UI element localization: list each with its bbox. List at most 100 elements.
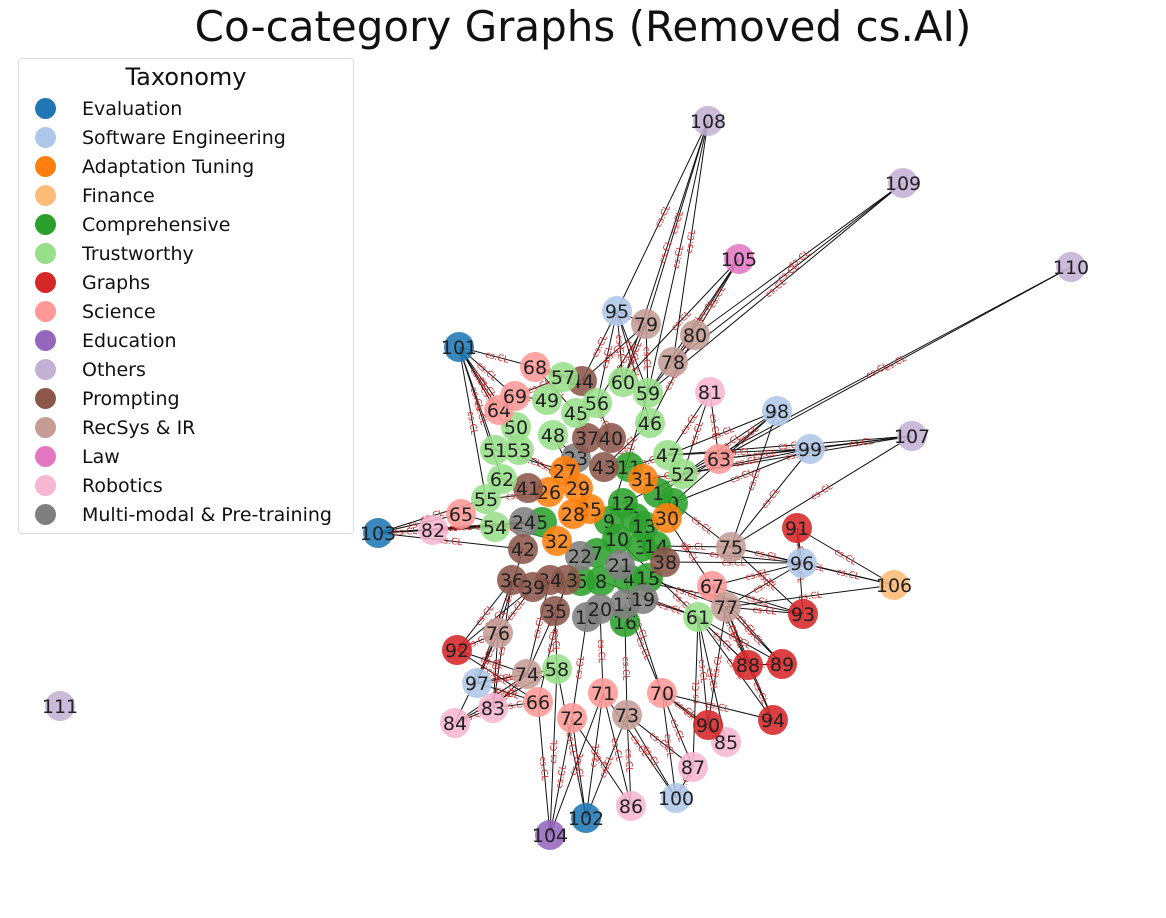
node-label: 20 bbox=[588, 599, 612, 621]
node-label: 38 bbox=[653, 552, 677, 574]
node-circle bbox=[585, 594, 615, 624]
edge-label: cs.CL bbox=[574, 655, 587, 680]
node-circle bbox=[635, 408, 665, 438]
graph-edge bbox=[596, 323, 647, 404]
edge-label: cs.CL bbox=[707, 413, 720, 438]
legend-item: Multi-modal & Pre-training bbox=[35, 500, 332, 529]
edge-label: cs.CL bbox=[620, 657, 630, 681]
edge-label: cs.CL bbox=[849, 437, 874, 450]
node-circle bbox=[897, 421, 927, 451]
node-label: 95 bbox=[605, 301, 629, 323]
graph-node: 101 bbox=[441, 332, 477, 362]
node-circle bbox=[440, 708, 470, 738]
graph-edge bbox=[711, 585, 804, 615]
node-circle bbox=[695, 377, 725, 407]
node-label: 106 bbox=[876, 575, 912, 597]
legend-label: Education bbox=[82, 329, 177, 352]
node-circle bbox=[480, 435, 510, 465]
graph-node: 37 bbox=[572, 423, 602, 453]
edge-label: cs.CL bbox=[641, 346, 652, 370]
graph-edge bbox=[667, 410, 778, 456]
edge-label: cs.CL bbox=[711, 654, 724, 679]
node-circle bbox=[668, 459, 698, 489]
node-label: 89 bbox=[770, 654, 794, 676]
node-circle bbox=[633, 378, 663, 408]
node-label: 75 bbox=[719, 537, 743, 559]
node-label: 50 bbox=[504, 417, 528, 439]
graph-node: 41 bbox=[513, 473, 543, 503]
node-label: 83 bbox=[481, 698, 505, 720]
edge-label: cs.CL bbox=[537, 756, 549, 781]
legend-label: Prompting bbox=[82, 387, 180, 410]
node-label: 99 bbox=[798, 439, 822, 461]
legend-item: Law bbox=[35, 442, 120, 471]
graph-edge bbox=[571, 717, 632, 807]
node-circle bbox=[523, 687, 553, 717]
node-circle bbox=[563, 473, 593, 503]
node-label: 57 bbox=[551, 367, 575, 389]
node-label: 53 bbox=[507, 440, 531, 462]
edge-label: cs.CL bbox=[691, 680, 702, 704]
graph-node: 91 bbox=[782, 513, 812, 543]
node-circle bbox=[733, 650, 763, 680]
node-label: 73 bbox=[615, 705, 639, 727]
legend-item: Finance bbox=[35, 181, 155, 210]
graph-node: 51 bbox=[480, 435, 510, 465]
graph-edge bbox=[730, 448, 811, 548]
node-label: 104 bbox=[532, 825, 568, 847]
graph-node: 102 bbox=[568, 803, 604, 833]
legend-marker bbox=[35, 446, 56, 467]
graph-edge bbox=[725, 584, 895, 608]
graph-node: 10 bbox=[602, 524, 632, 554]
node-label: 78 bbox=[661, 352, 685, 374]
edge-label: cs.CL bbox=[760, 486, 783, 511]
node-label: 49 bbox=[535, 390, 559, 412]
graph-edge bbox=[537, 701, 551, 836]
edge-label: cs.CL bbox=[549, 740, 560, 764]
legend-item: Science bbox=[35, 297, 156, 326]
edge-label: cs.CL bbox=[571, 756, 584, 781]
node-label: 93 bbox=[791, 604, 815, 626]
graph-edge bbox=[626, 714, 632, 807]
legend-label: Others bbox=[82, 358, 146, 381]
edge-label: cs.CL bbox=[753, 660, 777, 671]
graph-edge bbox=[622, 258, 740, 383]
edge-label: cs.CL bbox=[865, 361, 891, 381]
node-circle bbox=[442, 635, 472, 665]
node-circle bbox=[661, 783, 691, 813]
legend-label: Evaluation bbox=[82, 97, 183, 120]
graph-node: 95 bbox=[602, 296, 632, 326]
node-circle bbox=[557, 703, 587, 733]
legend-marker bbox=[35, 156, 56, 177]
graph-node: 49 bbox=[532, 385, 562, 415]
graph-edge bbox=[602, 692, 632, 807]
node-circle bbox=[616, 791, 646, 821]
graph-edge bbox=[571, 717, 587, 819]
node-circle bbox=[444, 332, 474, 362]
graph-node: 50 bbox=[501, 412, 531, 442]
graph-node: 52 bbox=[668, 459, 698, 489]
graph-node: 82 bbox=[418, 515, 448, 545]
edge-label: cs.CL bbox=[752, 605, 777, 617]
legend-label: Software Engineering bbox=[82, 126, 286, 149]
node-label: 98 bbox=[765, 401, 789, 423]
legend-item: Robotics bbox=[35, 471, 163, 500]
edge-label: cs.CL bbox=[613, 334, 625, 359]
graph-edge bbox=[377, 532, 524, 550]
node-circle bbox=[513, 473, 543, 503]
legend-marker bbox=[35, 272, 56, 293]
node-label: 35 bbox=[543, 601, 567, 623]
node-label: 92 bbox=[445, 640, 469, 662]
node-label: 81 bbox=[698, 382, 722, 404]
graph-node: 72 bbox=[557, 703, 587, 733]
graph-node: 84 bbox=[440, 708, 470, 738]
legend-item: Comprehensive bbox=[35, 210, 230, 239]
graph-edge bbox=[697, 616, 709, 726]
node-label: 45 bbox=[564, 403, 588, 425]
graph-title: Co-category Graphs (Removed cs.AI) bbox=[194, 2, 972, 51]
node-circle bbox=[782, 513, 812, 543]
edge-label: cs.CL bbox=[484, 350, 510, 366]
graph-edge bbox=[549, 717, 573, 836]
node-label: 40 bbox=[599, 428, 623, 450]
